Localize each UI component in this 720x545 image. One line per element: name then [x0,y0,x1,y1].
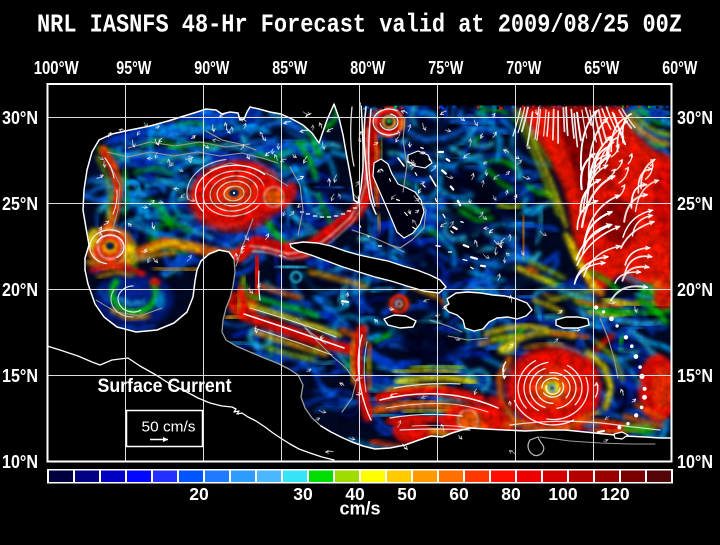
svg-text:60: 60 [449,484,469,504]
svg-text:10°N: 10°N [2,452,38,472]
svg-text:30°N: 30°N [677,108,713,128]
svg-text:30°N: 30°N [2,108,38,128]
svg-text:20: 20 [189,484,209,504]
svg-text:80°W: 80°W [350,58,385,78]
svg-text:50: 50 [397,484,417,504]
svg-text:100°W: 100°W [34,58,79,78]
svg-text:10°N: 10°N [677,452,713,472]
svg-text:15°N: 15°N [677,366,713,386]
svg-text:20°N: 20°N [677,280,713,300]
svg-text:95°W: 95°W [116,58,151,78]
svg-text:60°W: 60°W [662,58,697,78]
svg-text:80: 80 [501,484,521,504]
svg-text:30: 30 [293,484,313,504]
svg-text:20°N: 20°N [2,280,38,300]
svg-text:100: 100 [548,484,577,504]
svg-text:85°W: 85°W [272,58,307,78]
svg-text:50 cm/s: 50 cm/s [142,419,196,436]
svg-text:Surface Current: Surface Current [98,376,233,397]
svg-text:NRL IASNFS 48-Hr Forecast val: NRL IASNFS 48-Hr Forecast valid at 2009/… [37,10,682,40]
svg-text:25°N: 25°N [677,194,713,214]
svg-text:25°N: 25°N [2,194,38,214]
svg-text:70°W: 70°W [506,58,541,78]
svg-text:15°N: 15°N [2,366,38,386]
svg-text:40: 40 [345,484,365,504]
svg-text:65°W: 65°W [584,58,619,78]
svg-text:cm/s: cm/s [339,499,380,519]
svg-text:120: 120 [600,484,629,504]
svg-text:75°W: 75°W [428,58,463,78]
svg-text:90°W: 90°W [194,58,229,78]
